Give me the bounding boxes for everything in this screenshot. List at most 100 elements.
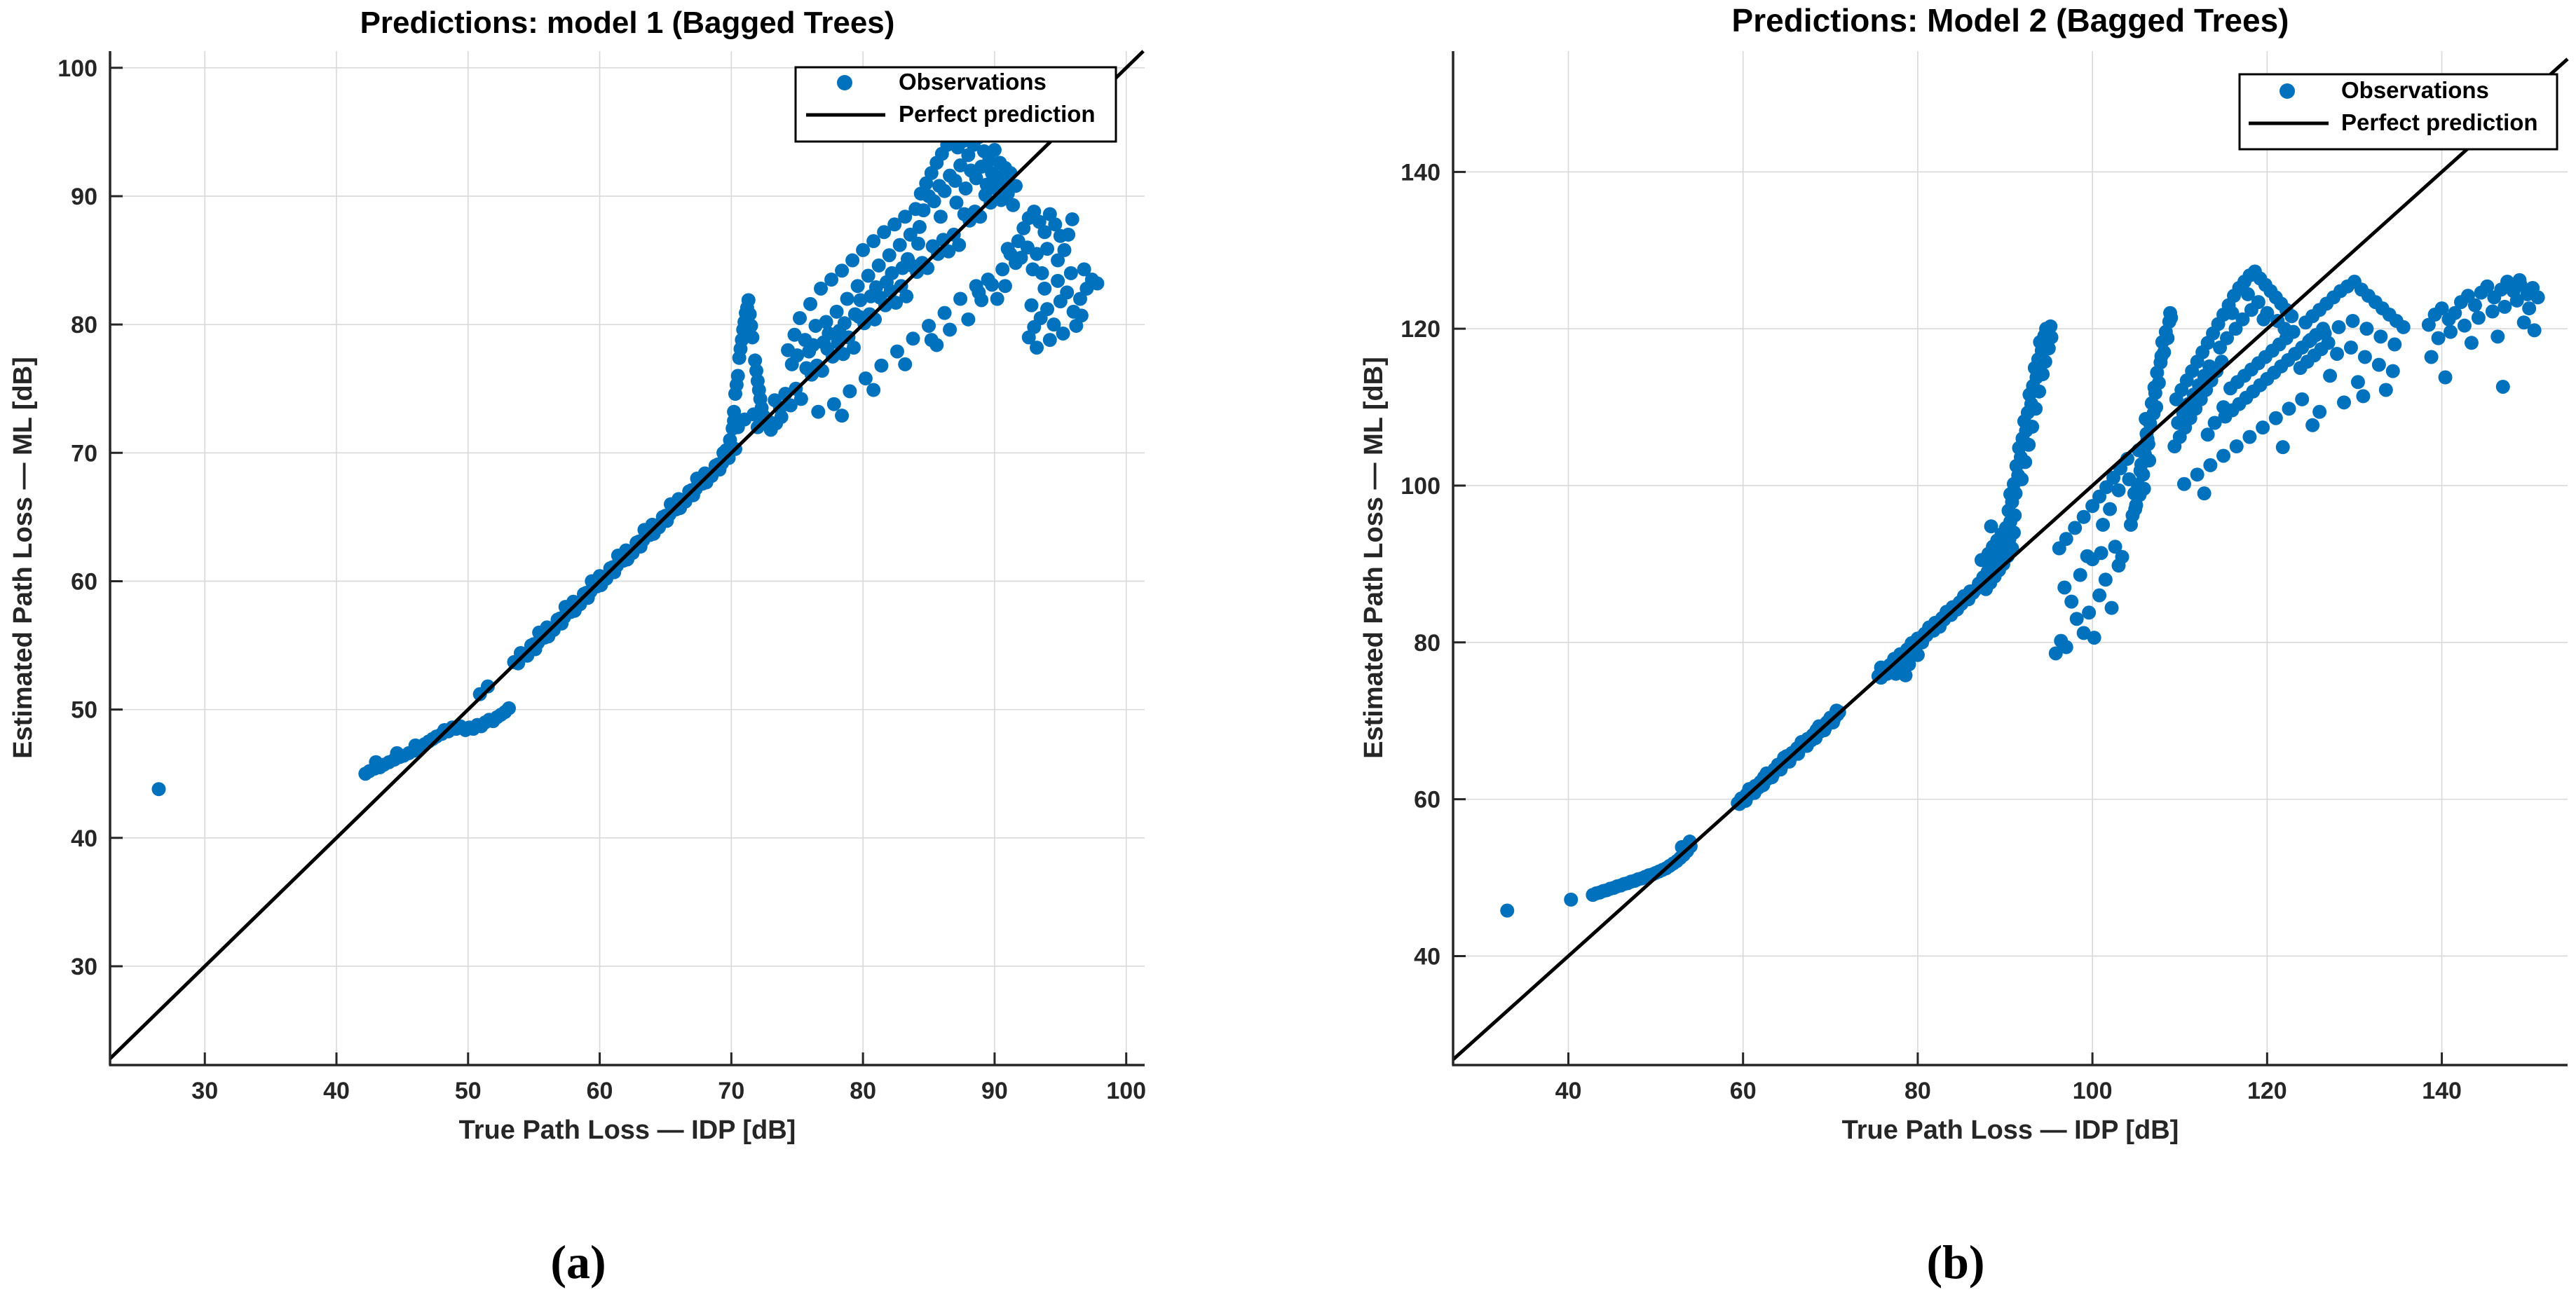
x-tick-label: 120 [2247,1078,2287,1104]
y-tick-label: 50 [71,697,97,724]
observation-point [1008,179,1023,193]
observation-point [811,404,826,419]
observation-point [2424,350,2439,364]
observation-point [2082,605,2097,620]
observation-point [2197,486,2212,501]
observation-point [408,738,423,753]
observation-point [2103,502,2118,516]
observation-point [2092,588,2107,603]
observation-point [845,253,860,268]
observation-point [2123,517,2138,532]
observation-point [2087,631,2101,645]
x-tick-label: 30 [191,1078,218,1104]
observation-point [829,304,844,319]
observation-point [2149,400,2164,415]
y-tick-label: 70 [71,440,97,467]
observation-point [2387,337,2402,352]
observation-point [1060,285,1075,300]
observation-point [2343,341,2358,355]
y-tick-label: 80 [71,312,97,338]
y-tick-label: 100 [57,55,97,82]
x-tick-label: 80 [1904,1078,1931,1104]
subfigure-caption-b: (b) [1926,1235,1985,1289]
observation-point [2373,329,2388,344]
perfect-prediction-line [1452,57,2569,1062]
observation-point [2069,612,2084,626]
observation-point [2104,600,2119,615]
observation-point [2497,299,2512,314]
observation-point [983,195,998,210]
x-tick-label: 90 [981,1078,1008,1104]
x-tick-label: 140 [2422,1078,2462,1104]
observation-point [748,353,763,368]
observation-point [1040,302,1055,317]
observation-point [2005,541,2019,556]
observation-point [2434,301,2449,316]
observation-point [793,392,808,406]
observation-point [916,203,931,218]
observation-point [882,248,897,263]
observation-point [2396,320,2411,334]
observation-point [2251,295,2265,310]
observation-point [898,357,913,371]
perfect-prediction-line [109,50,1145,1060]
observation-point [990,170,1004,184]
x-tick-label: 100 [1106,1078,1146,1104]
y-axis-label: Estimated Path Loss — ML [dB] [8,357,38,759]
observation-point [937,306,952,320]
observation-point [903,227,918,242]
observation-point [751,383,766,397]
observation-point [906,331,920,346]
observation-point [1030,341,1044,355]
observation-point [1047,317,1061,332]
observation-point [808,318,823,333]
observation-point [2303,332,2318,347]
observation-point [2076,626,2091,640]
observation-point [874,358,889,373]
y-tick-label: 60 [71,568,97,595]
observation-point [927,194,941,209]
observation-point [1500,903,1515,918]
observation-point [2203,458,2218,472]
observation-point [2527,323,2542,338]
observation-point [974,159,989,174]
observation-point [2202,359,2217,373]
observation-point [2438,370,2453,385]
y-tick-label: 120 [1401,316,1440,343]
observation-point [2160,331,2175,345]
observation-point [847,307,862,322]
observation-point [729,378,744,392]
legend-observations-marker [837,75,852,90]
observation-point [2275,440,2290,455]
observation-point [961,312,976,327]
observation-point [995,262,1010,277]
observation-point [2235,312,2250,327]
legend-label: Perfect prediction [899,101,1096,127]
observation-point [816,335,831,350]
observation-point [2190,467,2204,482]
observation-point [997,279,1012,294]
observation-point [749,364,764,378]
observation-point [1072,291,1087,306]
observation-point [2076,509,2091,524]
observation-point [892,238,907,252]
observation-point [2378,383,2393,397]
observation-point [2471,310,2486,325]
observation-point [1898,668,1913,682]
y-tick-label: 40 [71,825,97,852]
observation-point [1037,225,1052,240]
observation-point [1040,242,1055,256]
x-tick-label: 100 [2073,1078,2113,1104]
observation-point [390,746,404,760]
observation-point [2039,322,2054,336]
observation-point [1056,326,1070,341]
observation-point [2041,341,2056,356]
observation-point [958,181,973,195]
observation-point [2229,439,2244,454]
observation-point [912,219,927,234]
observation-point [783,398,798,413]
observation-point [2068,521,2083,535]
y-tick-label: 30 [71,954,97,980]
observation-point [861,268,875,283]
